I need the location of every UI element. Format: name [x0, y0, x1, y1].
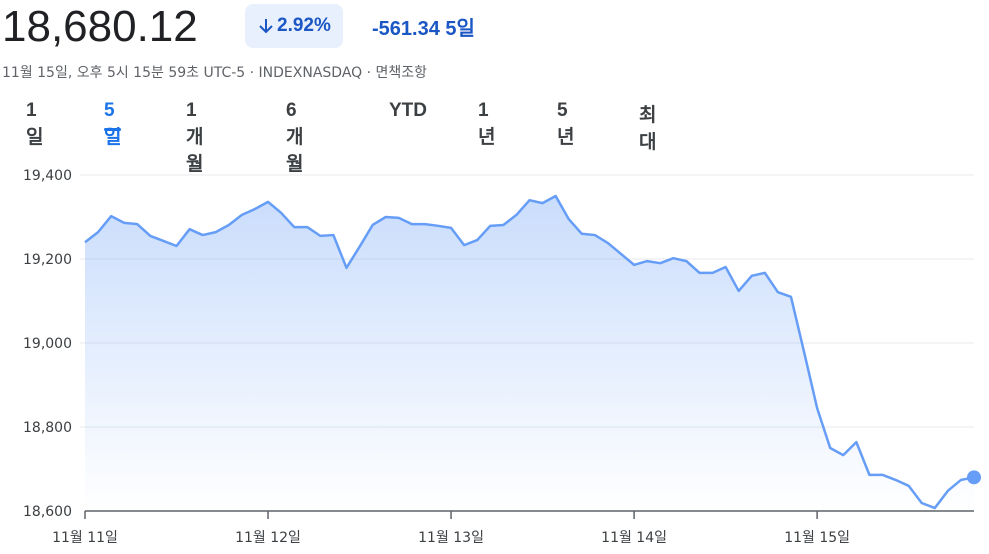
x-tick-label: 11월 13일 — [418, 530, 484, 546]
x-tick-label: 11월 15일 — [784, 530, 850, 546]
meta-info: 11월 15일, 오후 5시 15분 59초 UTC-5 · INDEXNASD… — [2, 65, 428, 81]
range-tab[interactable]: 1일 — [26, 100, 44, 148]
price-line — [84, 194, 975, 510]
y-tick-label: 18,800 — [23, 420, 72, 436]
y-tick-label: 19,000 — [23, 336, 72, 352]
range-tab[interactable]: 1년 — [478, 100, 496, 148]
change: -561.34 5일 — [372, 12, 475, 41]
x-tick-label: 11월 14일 — [601, 530, 667, 546]
price: 18,680.12 — [2, 2, 198, 51]
area-fill — [85, 196, 974, 511]
last-point — [967, 470, 981, 485]
range-tab[interactable]: 1개월 — [186, 100, 204, 175]
change-period: 5일 — [445, 18, 475, 40]
y-tick-label: 19,400 — [23, 168, 72, 184]
range-tab[interactable]: 최대 — [639, 105, 657, 153]
range-tab[interactable]: 6개월 — [286, 100, 304, 175]
y-tick-label: 19,200 — [23, 252, 72, 268]
change-badge: 2.92% — [245, 4, 343, 48]
down-arrow-icon — [259, 19, 273, 34]
x-tick-label: 11월 12일 — [235, 530, 301, 546]
change-percent: 2.92% — [277, 15, 331, 36]
y-tick-label: 18,600 — [23, 504, 72, 520]
range-tab[interactable]: 5일 — [104, 100, 122, 148]
range-tab[interactable]: YTD — [389, 100, 427, 121]
change-value: -561.34 — [372, 18, 440, 40]
range-tab[interactable]: 5년 — [557, 100, 575, 148]
x-tick-label: 11월 11일 — [52, 530, 118, 546]
